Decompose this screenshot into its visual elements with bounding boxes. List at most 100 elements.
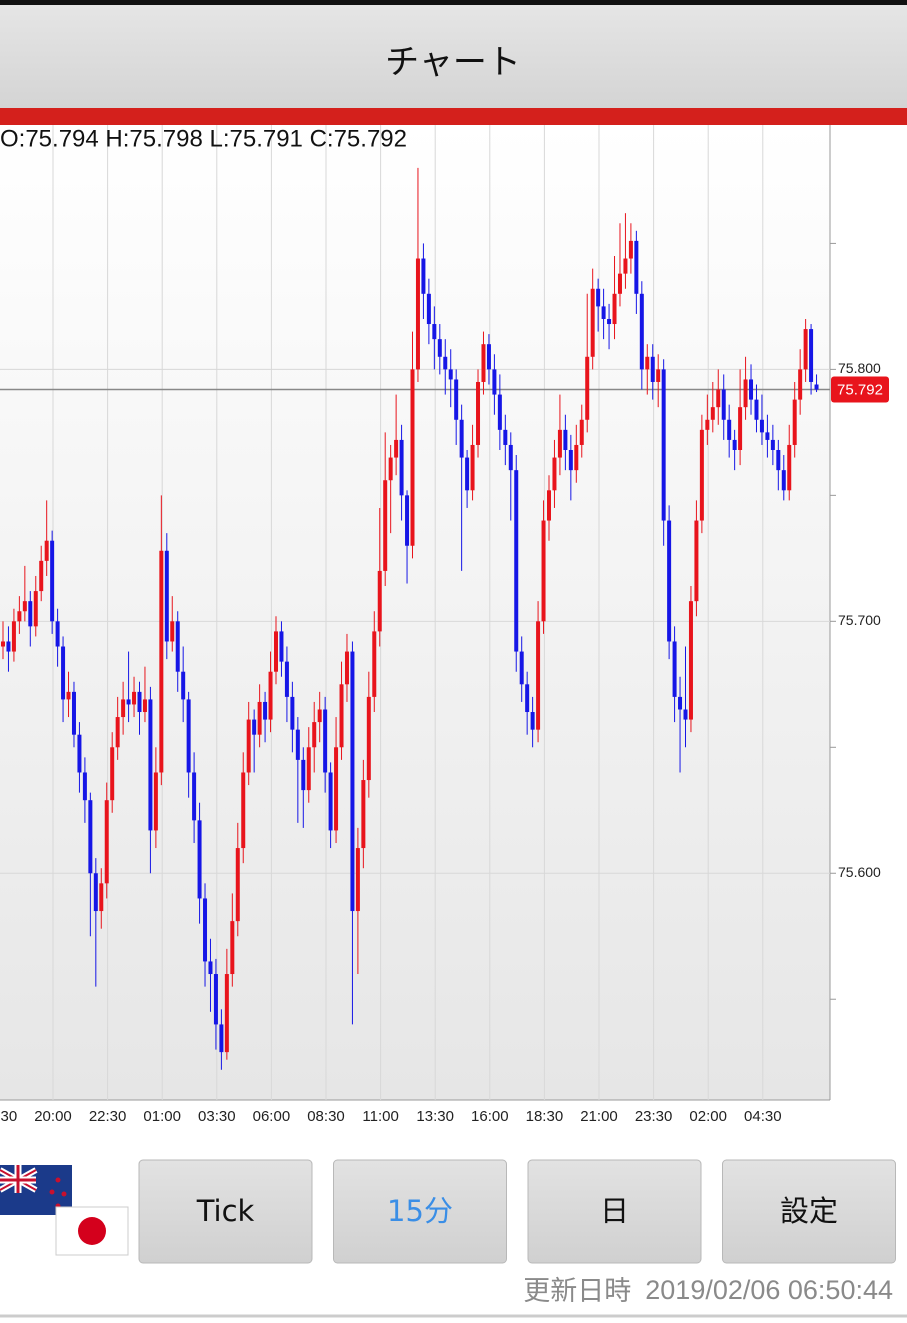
x-tick-label: 22:30 xyxy=(89,1108,127,1125)
candle-body xyxy=(699,429,704,521)
candle-body xyxy=(317,709,322,723)
candle-body xyxy=(290,696,295,730)
button-label[interactable]: 15分 xyxy=(387,1194,453,1228)
candle-body xyxy=(459,419,464,458)
candle-body xyxy=(454,379,459,420)
candle-body xyxy=(525,684,530,713)
candle-body xyxy=(503,429,508,445)
x-tick-label: 23:30 xyxy=(635,1108,673,1125)
button-label[interactable]: Tick xyxy=(196,1194,255,1228)
candle-body xyxy=(110,747,115,801)
candle-body xyxy=(814,384,819,390)
candle-body xyxy=(274,631,278,672)
x-tick-label: 18:30 xyxy=(526,1108,564,1125)
candle-body xyxy=(306,747,311,791)
button[interactable]: 15分 xyxy=(333,1159,507,1264)
candle-body xyxy=(1,641,5,647)
candle-body xyxy=(339,684,344,748)
candle-body xyxy=(628,240,633,259)
candle-body xyxy=(235,848,240,922)
x-tick-label: 06:00 xyxy=(253,1108,291,1125)
candle-body xyxy=(519,651,524,685)
x-tick-label: 13:30 xyxy=(416,1108,454,1125)
candle-body xyxy=(688,601,693,720)
candle-body xyxy=(410,369,415,546)
candle-body xyxy=(443,356,448,370)
candle-body xyxy=(142,699,147,713)
candle-body xyxy=(50,540,55,622)
candle-body xyxy=(497,394,502,430)
candle-body xyxy=(705,419,710,430)
candle-body xyxy=(716,389,721,408)
candle-body xyxy=(197,820,202,899)
candle-body xyxy=(415,258,420,370)
button-face[interactable] xyxy=(527,1159,702,1264)
candle-body xyxy=(781,470,786,491)
candle-body xyxy=(284,661,289,697)
candle-body xyxy=(246,719,251,773)
candle-body xyxy=(77,734,82,773)
x-tick-label: 02:00 xyxy=(689,1108,727,1125)
button[interactable]: Tick xyxy=(138,1159,313,1264)
candle-body xyxy=(82,772,87,801)
candle-body xyxy=(590,288,595,357)
candle-body xyxy=(421,258,426,294)
x-tick-label: 17:30 xyxy=(0,1108,17,1125)
button-face[interactable] xyxy=(333,1159,507,1264)
candle-body xyxy=(137,691,142,713)
button-face[interactable] xyxy=(138,1159,313,1264)
candle-body xyxy=(470,444,475,491)
candle-body xyxy=(71,691,76,735)
candle-body xyxy=(776,450,781,471)
header-bar xyxy=(0,0,907,108)
candle-body xyxy=(770,439,775,450)
candle-body xyxy=(787,444,792,491)
candle-body xyxy=(683,709,688,720)
candle-body xyxy=(596,288,601,307)
candle-body xyxy=(738,407,743,450)
button-label[interactable]: 日 xyxy=(600,1194,629,1228)
current-price-tag xyxy=(831,376,889,403)
status-strip xyxy=(0,0,907,5)
candle-body xyxy=(170,621,175,642)
candle-body xyxy=(230,921,235,975)
candle-body xyxy=(11,621,16,652)
button[interactable]: 設定 xyxy=(722,1159,896,1264)
candle-body xyxy=(361,780,366,849)
candle-body xyxy=(617,273,622,294)
button-label[interactable]: 設定 xyxy=(780,1194,838,1228)
candle-body xyxy=(639,293,644,370)
candle-body xyxy=(39,560,44,592)
candle-body xyxy=(759,419,764,433)
candle-body xyxy=(607,318,612,325)
candle-body xyxy=(148,699,153,831)
candle-body xyxy=(645,356,650,370)
candle-body xyxy=(547,490,551,521)
button-face[interactable] xyxy=(722,1159,896,1264)
candle-body xyxy=(476,381,481,445)
candle-body xyxy=(557,429,562,458)
candle-body xyxy=(350,651,355,912)
candle-body xyxy=(394,439,399,458)
y-tick-label: 75.700 xyxy=(838,612,881,628)
candle-body xyxy=(55,621,60,647)
candle-body xyxy=(634,240,639,294)
candle-body xyxy=(792,399,797,445)
candle-body xyxy=(301,759,306,791)
candle-body xyxy=(28,601,33,627)
candle-body xyxy=(661,369,666,521)
candle-body xyxy=(803,329,808,370)
candle-body xyxy=(399,439,404,496)
candle-body xyxy=(61,646,66,700)
button[interactable]: 日 xyxy=(527,1159,702,1264)
candle-body xyxy=(355,848,360,912)
candle-body xyxy=(579,419,584,445)
x-tick-label: 16:00 xyxy=(471,1108,509,1125)
candle-body xyxy=(93,873,98,912)
candle-body xyxy=(126,699,131,705)
candle-body xyxy=(252,719,257,735)
candle-body xyxy=(514,470,519,652)
candle-body xyxy=(552,457,557,491)
